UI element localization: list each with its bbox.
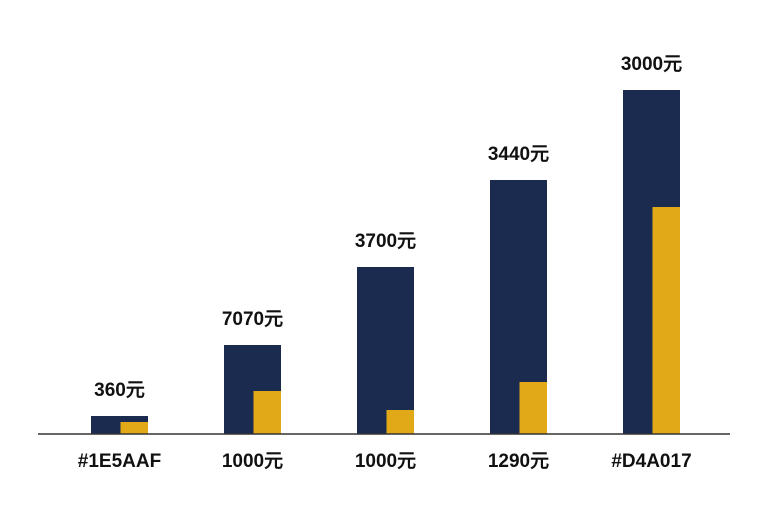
x-tick-label: 1000元 [355,451,416,472]
bar-annotation: 360元 [94,380,145,401]
bar-annotation: 7070元 [222,309,283,330]
bar-annotation: 3700元 [355,231,416,252]
x-tick-label: 1290元 [488,451,549,472]
bar [120,422,148,434]
bar-annotation: 3440元 [488,144,549,165]
bar-annotation: 3000元 [621,54,682,75]
x-tick-label: #1E5AAF [78,451,161,472]
bar [253,391,281,434]
x-tick-label: #D4A017 [611,451,691,472]
bar [357,267,414,434]
bar [519,382,547,434]
bar [652,207,680,434]
bar [386,410,414,434]
x-tick-label: 1000元 [222,451,283,472]
